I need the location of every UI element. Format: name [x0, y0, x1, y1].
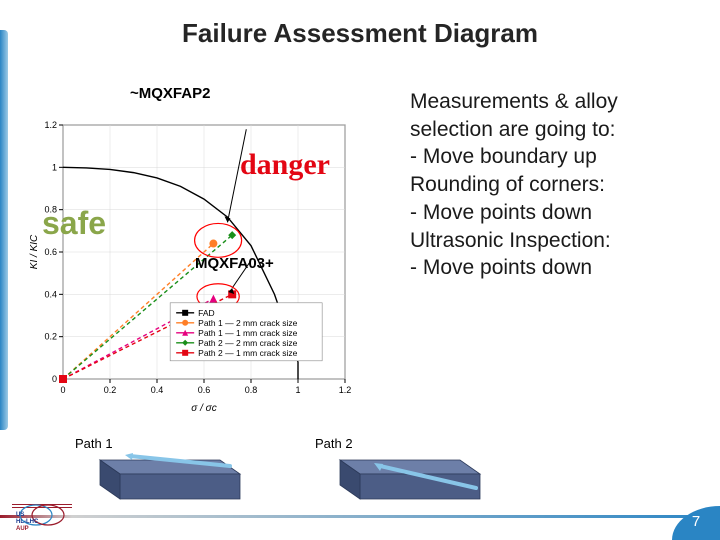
- svg-text:σ / σc: σ / σc: [191, 403, 216, 414]
- svg-text:Path 2 — 2 mm crack size: Path 2 — 2 mm crack size: [198, 338, 297, 348]
- svg-text:0.6: 0.6: [198, 385, 211, 395]
- svg-text:KI / KIC: KI / KIC: [29, 234, 40, 269]
- svg-text:Path 2 — 1 mm crack size: Path 2 — 1 mm crack size: [198, 348, 297, 358]
- svg-text:1: 1: [295, 385, 300, 395]
- rhs-line: Rounding of corners:: [410, 171, 690, 199]
- slide-left-accent: [0, 30, 8, 430]
- svg-text:AUP: AUP: [16, 526, 29, 532]
- rhs-line: selection are going to:: [410, 116, 690, 144]
- rhs-text-block: Measurements & alloy selection are going…: [410, 88, 690, 282]
- svg-text:0.4: 0.4: [44, 289, 57, 299]
- rhs-line: Measurements & alloy: [410, 88, 690, 116]
- svg-text:FAD: FAD: [198, 308, 215, 318]
- block-3d-path1: [70, 452, 250, 507]
- svg-text:1: 1: [52, 162, 57, 172]
- logo-hllhc-aup: US HL-LHC AUP: [12, 502, 72, 532]
- annotation-mqxfa03: MQXFA03+: [195, 255, 274, 272]
- svg-text:0.8: 0.8: [245, 385, 258, 395]
- rhs-line: Ultrasonic Inspection:: [410, 227, 690, 255]
- safe-label: safe: [42, 205, 106, 242]
- slide-title: Failure Assessment Diagram: [0, 18, 720, 49]
- rhs-line: - Move boundary up: [410, 143, 690, 171]
- svg-text:1.2: 1.2: [339, 385, 352, 395]
- svg-text:1.2: 1.2: [44, 120, 57, 130]
- path2-label: Path 2: [315, 436, 353, 451]
- block-3d-path2: [310, 452, 490, 507]
- svg-text:0.6: 0.6: [44, 247, 57, 257]
- svg-text:0.4: 0.4: [151, 385, 164, 395]
- svg-text:US: US: [16, 512, 24, 518]
- svg-text:Path 1 — 2 mm crack size: Path 1 — 2 mm crack size: [198, 318, 297, 328]
- path1-label: Path 1: [75, 436, 113, 451]
- footer-line: [0, 515, 720, 518]
- annotation-mqxfap2: ~MQXFAP2: [130, 85, 210, 102]
- page-number: 7: [682, 508, 710, 536]
- svg-text:Path 1 — 1 mm crack size: Path 1 — 1 mm crack size: [198, 328, 297, 338]
- rhs-line: - Move points down: [410, 254, 690, 282]
- danger-label: danger: [240, 148, 330, 182]
- svg-text:0.2: 0.2: [44, 332, 57, 342]
- svg-text:0: 0: [60, 385, 65, 395]
- svg-text:HL-LHC: HL-LHC: [16, 519, 39, 525]
- svg-text:0: 0: [52, 374, 57, 384]
- svg-text:0.2: 0.2: [104, 385, 117, 395]
- rhs-line: - Move points down: [410, 199, 690, 227]
